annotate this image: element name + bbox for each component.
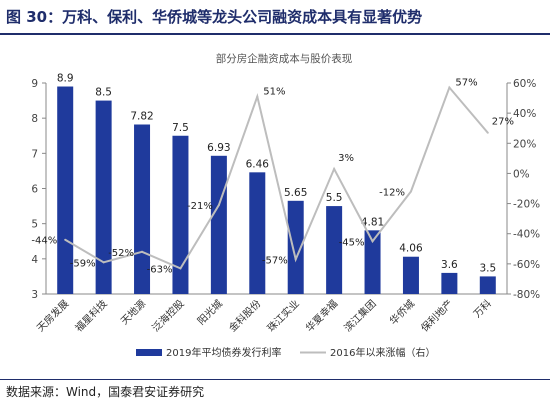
line-point — [141, 250, 144, 253]
line-value-label: 27% — [492, 117, 514, 128]
bar — [172, 135, 189, 294]
line-point — [179, 267, 182, 270]
y-right-tick-label: 40% — [513, 108, 536, 120]
bar-value-label: 3.5 — [479, 262, 496, 274]
legend-bar-label: 2019年平均债券发行利率 — [166, 346, 281, 359]
x-tick-label: 天地源 — [118, 297, 148, 327]
line-point — [409, 190, 412, 193]
bar-value-label: 6.46 — [246, 158, 270, 170]
bar-value-label: 7.5 — [172, 122, 189, 134]
line-value-label: -21% — [187, 201, 213, 212]
title-divider — [0, 33, 550, 35]
bar-value-label: 8.9 — [57, 73, 74, 85]
bar-series — [57, 86, 496, 294]
bar-value-label: 6.93 — [207, 142, 230, 154]
line-path — [64, 85, 489, 270]
x-tick-label: 华夏幸福 — [303, 297, 340, 334]
x-tick-label: 珠江实业 — [264, 297, 301, 334]
line-point — [448, 86, 451, 89]
legend-line-label: 2016年以来涨幅（右） — [330, 346, 435, 359]
y-left-tick-label: 3 — [31, 289, 38, 301]
y-right-tick-label: -20% — [513, 199, 540, 211]
x-tick-label: 泛海控股 — [149, 297, 186, 334]
line-point — [64, 238, 67, 241]
bar-labels: 8.9 8.5 7.82 7.5 6.93 6.46 5.65 5.5 4.81 4.06 3.6 3… — [57, 73, 496, 275]
line-point — [256, 95, 259, 98]
bar — [134, 124, 151, 294]
x-tick-label: 天房发展 — [34, 297, 71, 334]
x-tick-label: 华侨城 — [387, 297, 417, 327]
line-point — [217, 204, 220, 207]
bar-value-label: 7.82 — [130, 110, 153, 122]
x-tick-labels: 天房发展 福星科技 天地源 泛海控股 阳光城 金科股份 珠江实业 华夏幸福 滨江集团 华侨城 保利地… — [34, 297, 494, 334]
bar — [402, 256, 419, 294]
line-point — [294, 258, 297, 261]
bar-value-label: 5.65 — [284, 187, 307, 199]
bar — [364, 230, 381, 294]
x-tick-label: 万科 — [471, 297, 494, 320]
y-right-tick-label: -40% — [513, 229, 540, 241]
x-tick-label: 滨江集团 — [341, 297, 378, 334]
bar-value-label: 3.6 — [441, 259, 458, 271]
line-value-label: -44% — [31, 236, 57, 247]
y-left-tick-label: 4 — [31, 254, 38, 266]
y-left-tick-label: 8 — [31, 113, 38, 125]
y-right-tick-label: 0% — [513, 168, 530, 180]
bar-value-label: 4.06 — [399, 243, 423, 255]
y-left-tick-label: 9 — [31, 78, 38, 90]
axes: 3 4 5 6 7 8 9 -80% -60% -40% -20% 0% 20% 40% 60% — [31, 78, 540, 301]
figure-title: 图 30：万科、保利、华侨城等龙头公司融资成本具有显著优势 — [6, 8, 423, 26]
legend: 2019年平均债券发行利率 2016年以来涨幅（右） — [136, 346, 435, 359]
bar — [479, 276, 496, 294]
y-left-tick-label: 7 — [31, 148, 38, 160]
line-point — [371, 240, 374, 243]
line-point — [333, 167, 336, 170]
bar — [287, 200, 304, 294]
y-right-tick-label: -60% — [513, 259, 540, 271]
line-value-label: 57% — [455, 78, 477, 89]
bar — [210, 155, 227, 294]
line-series — [64, 85, 489, 270]
line-value-label: 3% — [338, 153, 354, 164]
x-tick-label: 金科股份 — [226, 297, 263, 334]
line-value-label: -45% — [339, 237, 365, 248]
line-value-label: -12% — [379, 188, 405, 199]
line-value-label: -52% — [108, 248, 134, 259]
source-divider — [0, 379, 550, 380]
bar — [95, 100, 112, 294]
line-value-label: -57% — [262, 255, 288, 266]
x-tick-label: 保利地产 — [418, 297, 455, 334]
y-right-tick-label: -80% — [513, 289, 540, 301]
line-point — [102, 261, 105, 264]
x-tick-label: 福星科技 — [72, 297, 109, 334]
y-left-tick-label: 6 — [31, 184, 38, 196]
bar — [441, 272, 458, 294]
y-right-tick-label: 20% — [513, 138, 536, 150]
source-note: 数据来源：Wind，国泰君安证券研究 — [6, 385, 205, 399]
y-left-tick-label: 5 — [31, 219, 38, 231]
bar-value-label: 5.5 — [326, 192, 343, 204]
bar-value-label: 4.81 — [361, 216, 384, 228]
line-value-label: -59% — [70, 258, 96, 269]
line-value-label: -63% — [147, 264, 173, 275]
x-tick-label: 阳光城 — [195, 297, 225, 327]
line-point — [486, 131, 489, 134]
line-labels: -44% -59% -52% -63% -21% 51% -57% 3% -45% -12% 57%… — [31, 78, 514, 276]
bar — [249, 172, 266, 294]
chart-title: 部分房企融资成本与股价表现 — [216, 52, 353, 65]
bar-value-label: 8.5 — [95, 87, 112, 99]
y-right-tick-label: 60% — [513, 78, 536, 90]
chart: 部分房企融资成本与股价表现 3 4 5 6 7 8 9 -80% -60% -40% -20% 0% 2… — [31, 52, 540, 359]
legend-bar-swatch — [136, 349, 162, 356]
line-value-label: 51% — [263, 87, 285, 98]
bar — [326, 206, 343, 294]
